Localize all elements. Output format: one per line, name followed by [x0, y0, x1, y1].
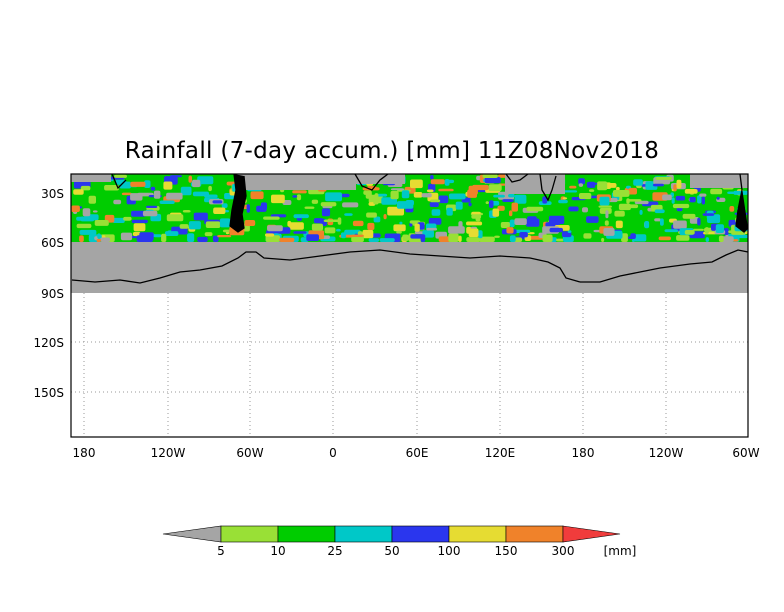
colorbar-label: 150 — [495, 544, 518, 558]
colorbar-bin — [277, 525, 336, 543]
lat-label: 150S — [33, 386, 64, 400]
lon-label: 0 — [329, 446, 337, 460]
lon-label: 120W — [649, 446, 684, 460]
lon-label: 60W — [236, 446, 263, 460]
colorbar-label: 10 — [270, 544, 285, 558]
colorbar-bin — [562, 525, 621, 543]
colorbar-bin — [220, 525, 279, 543]
lon-label: 60W — [732, 446, 759, 460]
colorbar: 5 10 25 50 100 150 300 [mm] — [162, 525, 637, 558]
colorbar-label: 5 — [217, 544, 225, 558]
colorbar-unit: [mm] — [604, 544, 637, 558]
colorbar-bin — [391, 525, 450, 543]
lon-label: 180 — [73, 446, 96, 460]
lon-label: 180 — [572, 446, 595, 460]
rainfall-field — [71, 174, 748, 242]
lon-label: 120W — [151, 446, 186, 460]
lat-label: 90S — [41, 287, 64, 301]
latitude-axis: 30S 60S 90S 120S 150S — [33, 187, 64, 400]
colorbar-bin — [448, 525, 507, 543]
no-data-band — [71, 242, 748, 293]
lon-label: 120E — [485, 446, 516, 460]
lat-label: 120S — [33, 336, 64, 350]
lat-label: 60S — [41, 236, 64, 250]
map-frame — [70, 173, 749, 438]
colorbar-label: 100 — [438, 544, 461, 558]
colorbar-bin — [162, 525, 222, 543]
colorbar-bin — [334, 525, 393, 543]
colorbar-label: 50 — [384, 544, 399, 558]
grid-lines — [71, 293, 748, 437]
colorbar-label: 300 — [552, 544, 575, 558]
coastlines — [71, 173, 749, 284]
longitude-axis: 180 120W 60W 0 60E 120E 180 120W 60W — [73, 446, 760, 460]
map-title: Rainfall (7-day accum.) [mm] 11Z08Nov201… — [124, 138, 660, 164]
lon-label: 60E — [406, 446, 429, 460]
colorbar-bin — [505, 525, 564, 543]
lat-label: 30S — [41, 187, 64, 201]
colorbar-label: 25 — [327, 544, 342, 558]
